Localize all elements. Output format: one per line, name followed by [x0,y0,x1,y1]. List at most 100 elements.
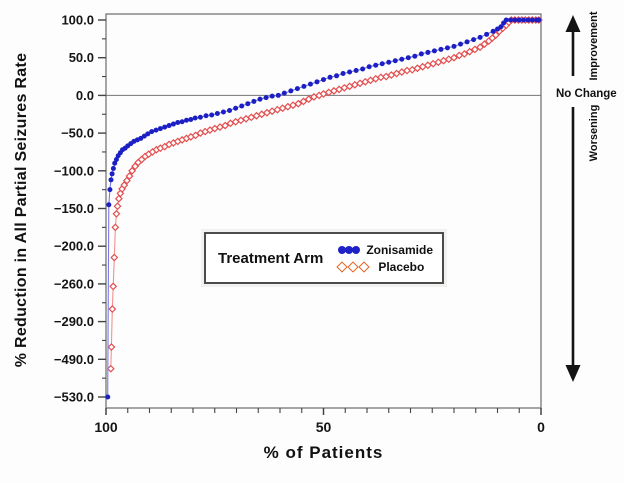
data-point-zonisamide [379,61,385,67]
data-point-zonisamide [512,17,518,23]
data-point-zonisamide [275,92,281,98]
data-point-zonisamide [444,45,450,51]
data-point-zonisamide [525,17,531,23]
data-point-zonisamide [162,124,168,130]
series-line-placebo [110,19,539,369]
y-tick-label: −530.0 [54,390,94,405]
data-point-zonisamide [281,90,287,96]
data-point-zonisamide [214,110,220,116]
data-point-zonisamide [179,119,185,125]
y-tick-label: −490.0 [54,352,94,367]
legend-title: Treatment Arm [218,249,324,267]
data-point-zonisamide [451,43,457,49]
legend-entry-zonisamide: Zonisamide [338,243,433,257]
data-point-zonisamide [153,127,159,133]
no-change-label: No Change [556,88,617,100]
down-arrow-icon [565,365,581,382]
data-point-zonisamide [529,17,535,23]
data-point-zonisamide [203,113,209,119]
data-point-zonisamide [197,114,203,120]
data-point-placebo [120,181,129,190]
data-point-zonisamide [149,129,155,135]
y-tick-label: −100.0 [54,163,94,178]
data-point-zonisamide [392,58,398,64]
data-point-zonisamide [340,71,346,77]
data-point-zonisamide [490,28,496,34]
up-arrow-icon [565,15,581,32]
data-point-zonisamide [245,101,251,107]
data-point-zonisamide [183,117,189,123]
legend-label-zonisamide: Zonisamide [366,242,433,257]
data-point-zonisamide [263,95,269,101]
x-tick-label: 0 [537,419,545,435]
data-point-zonisamide [508,17,514,23]
data-point-zonisamide [188,117,194,123]
data-point-zonisamide [458,41,464,47]
data-point-zonisamide [360,66,366,72]
data-point-placebo [128,166,137,175]
data-point-placebo [460,49,469,58]
data-point-placebo [111,223,120,232]
data-point-placebo [491,31,500,40]
data-point-zonisamide [112,160,118,166]
data-point-placebo [114,194,123,203]
data-point-zonisamide [106,202,112,208]
x-tick-label: 50 [316,419,332,435]
x-tick-label: 100 [94,419,118,435]
y-tick-label: 100.0 [61,13,94,28]
y-axis-title: % Reduction in All Partial Seizures Rate [13,52,30,368]
legend-label-placebo: Placebo [378,259,425,274]
data-point-zonisamide [108,177,114,183]
data-point-zonisamide [288,88,294,94]
data-point-placebo [112,209,121,218]
data-point-zonisamide [484,31,490,37]
x-axis-title: % of Patients [263,443,384,462]
data-point-zonisamide [516,17,522,23]
data-point-zonisamide [209,112,215,118]
data-point-zonisamide [521,17,527,23]
data-point-zonisamide [412,53,418,59]
data-point-placebo [294,99,303,108]
data-point-zonisamide [425,49,431,55]
data-point-placebo [304,95,313,104]
data-point-zonisamide [405,55,411,61]
y-tick-label: 0.0 [76,88,94,103]
open-diamonds-icon [336,260,371,273]
y-tick-label: −200.0 [54,239,94,254]
data-point-placebo [108,305,117,313]
data-point-zonisamide [170,121,176,127]
data-point-placebo [109,282,118,291]
data-point-zonisamide [166,123,172,129]
data-point-placebo [107,343,116,351]
data-point-placebo [106,364,115,373]
data-point-zonisamide [321,77,326,83]
legend-entry-placebo: Placebo [336,259,433,274]
data-point-zonisamide [464,39,470,45]
data-point-zonisamide [327,74,333,80]
data-point-zonisamide [269,93,275,99]
legend-entries: Zonisamide Placebo [336,243,433,274]
data-point-zonisamide [301,83,307,89]
data-point-zonisamide [110,166,116,172]
data-point-placebo [476,43,485,52]
y-tick-label: −290.0 [54,314,94,329]
data-point-placebo [480,40,489,49]
data-point-placebo [450,53,458,62]
data-point-zonisamide [105,394,111,400]
data-point-zonisamide [471,37,477,43]
data-point-zonisamide [431,48,437,54]
data-point-placebo [122,176,131,185]
data-point-zonisamide [536,17,542,23]
data-point-zonisamide [220,109,226,115]
data-point-zonisamide [386,59,392,65]
y-tick-label: −260.0 [54,276,94,291]
data-point-zonisamide [347,69,353,75]
data-point-zonisamide [314,79,320,85]
data-point-zonisamide [353,68,359,74]
data-point-zonisamide [257,96,263,102]
data-point-zonisamide [145,131,151,137]
data-point-zonisamide [113,156,119,162]
data-point-zonisamide [107,187,113,193]
series-line-zonisamide [107,19,539,398]
